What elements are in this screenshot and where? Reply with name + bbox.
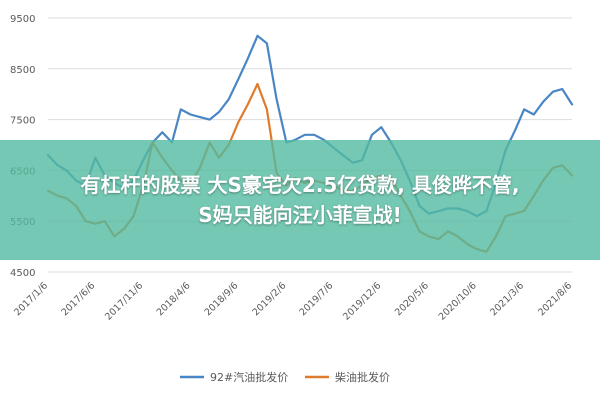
x-tick-label: 2021/3/6 [488,280,526,318]
headline-line-1: 有杠杆的股票 大S豪宅欠2.5亿贷款, 具俊晔不管, [80,173,520,197]
headline-line-2: S妈只能向汪小菲宣战! [198,203,402,227]
x-tick-label: 2019/7/6 [298,280,336,318]
y-tick-label: 9500 [10,14,35,25]
x-tick-label: 2018/4/6 [155,280,193,318]
y-tick-label: 8500 [10,65,35,76]
x-tick-label: 2019/2/6 [251,280,289,318]
legend-label: 柴油批发价 [335,370,390,384]
x-tick-label: 2017/1/6 [12,280,50,318]
headline-banner: 有杠杆的股票 大S豪宅欠2.5亿贷款, 具俊晔不管, S妈只能向汪小菲宣战! [0,140,600,260]
legend-label: 92#汽油批发价 [210,370,288,384]
x-tick-label: 2018/9/6 [203,280,241,318]
x-tick-label: 2020/10/6 [437,280,479,322]
x-tick-label: 2020/5/6 [393,280,431,318]
y-tick-label: 4500 [10,268,35,279]
y-tick-label: 7500 [10,116,35,127]
x-tick-label: 2019/12/6 [341,280,383,322]
x-tick-label: 2017/11/6 [103,280,145,322]
legend: 92#汽油批发价 柴油批发价 [180,370,390,384]
x-tick-label: 2017/6/6 [59,280,97,318]
x-axis-ticks: 2017/1/6 2017/6/6 2017/11/6 2018/4/6 2018/9/… [12,280,574,322]
x-tick-label: 2021/8/6 [536,280,574,318]
